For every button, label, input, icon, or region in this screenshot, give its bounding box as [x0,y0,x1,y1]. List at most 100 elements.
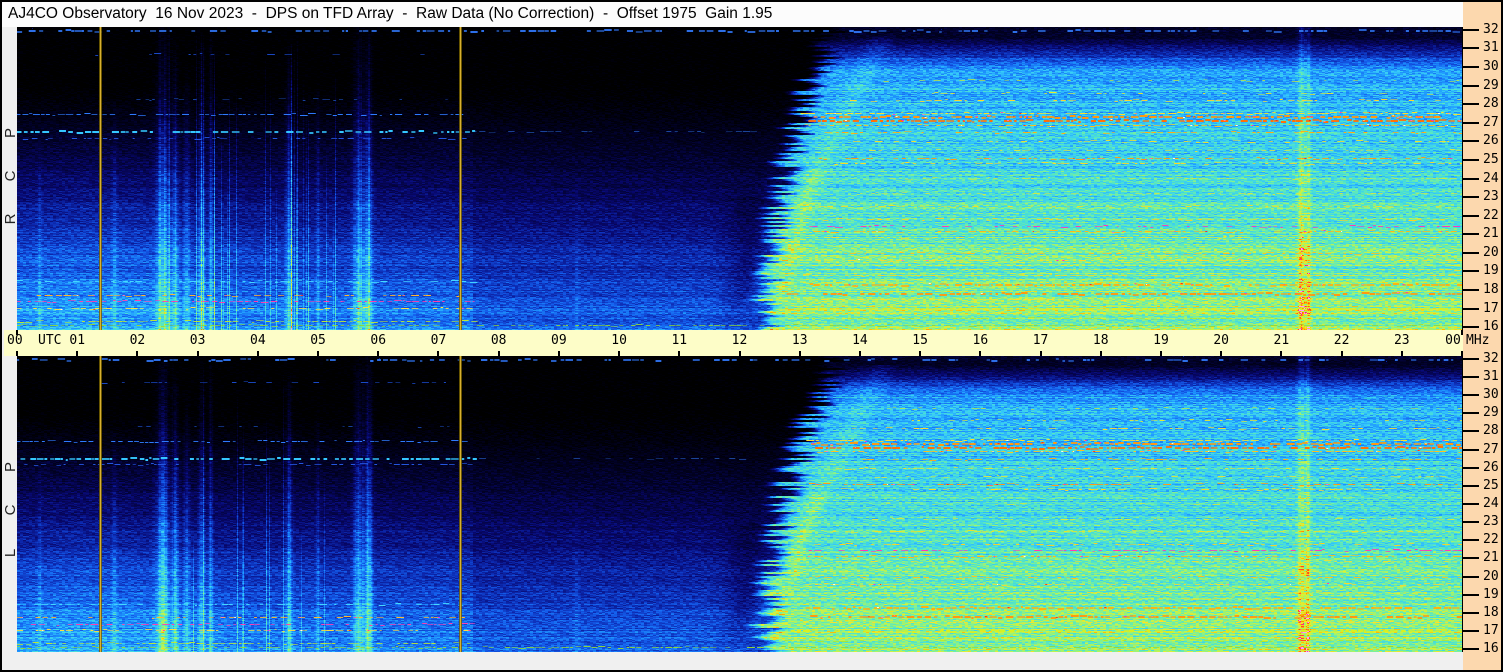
freq-tick [1462,648,1479,651]
hour-label-2: 02 [129,333,146,348]
freq-tick [1462,307,1479,310]
freq-label-rcp-23: 23 [1483,189,1499,205]
freq-tick [1462,430,1479,433]
freq-label-lcp-28: 28 [1483,423,1499,439]
freq-label-rcp-26: 26 [1483,133,1499,149]
freq-tick [1462,177,1479,180]
hour-label-8: 08 [490,333,507,348]
freq-tick [1462,270,1479,273]
freq-tick [1462,233,1479,236]
hour-label-1: 01 [69,333,86,348]
hour-label-7: 07 [430,333,447,348]
freq-tick [1462,575,1479,578]
page-title: AJ4CO Observatory 16 Nov 2023 - DPS on T… [8,5,773,22]
freq-tick [1462,84,1479,87]
freq-label-lcp-26: 26 [1483,459,1499,475]
hour-tick [16,330,18,335]
freq-tick [1462,630,1479,633]
freq-label-lcp-29: 29 [1483,405,1499,421]
freq-tick [1462,521,1479,524]
hour-label-3: 03 [189,333,206,348]
freq-label-rcp-28: 28 [1483,96,1499,112]
hour-tick [437,351,440,356]
freq-tick [1462,394,1479,397]
freq-label-lcp-31: 31 [1483,368,1499,384]
hour-label-19: 19 [1153,333,1169,348]
freq-label-rcp-25: 25 [1483,151,1499,167]
freq-label-lcp-30: 30 [1483,387,1499,403]
hour-label-13: 13 [791,333,808,348]
freq-label-rcp-29: 29 [1483,77,1499,93]
hour-label-15: 15 [912,333,928,348]
freq-tick [1462,557,1479,560]
freq-label-lcp-17: 17 [1483,623,1499,639]
hour-tick [678,351,681,356]
freq-label-lcp-22: 22 [1483,532,1499,548]
hour-tick [317,351,320,356]
hour-label-23: 23 [1393,333,1410,348]
freq-tick [1462,103,1479,106]
hour-label-14: 14 [852,333,868,348]
hour-tick [1099,351,1102,356]
hour-tick [377,351,380,356]
hour-tick [1461,330,1463,335]
mhz-unit-label: MHz [1466,333,1490,348]
time-axis-band: 00 01 02 03 04 05 06 07 08 09 10 11 12 13 14 15 16 17 18 19… [4,330,1463,356]
freq-tick [1462,28,1479,31]
hour-tick [618,351,621,356]
hour-label-24: 00 [1445,333,1461,348]
hour-tick [1280,351,1283,356]
hour-tick [1220,351,1223,356]
freq-tick [1462,121,1479,124]
freq-tick [1462,251,1479,254]
lcp-spectrogram-panel [17,356,1462,652]
title-bar: AJ4CO Observatory 16 Nov 2023 - DPS on T… [2,2,1463,27]
freq-label-lcp-24: 24 [1483,496,1499,511]
freq-tick [1462,326,1479,329]
hour-tick [798,351,801,356]
freq-label-rcp-27: 27 [1483,114,1499,130]
hour-label-5: 05 [310,333,326,348]
rcp-spectrogram-panel [17,27,1462,330]
hour-tick [196,351,199,356]
hour-label-0: 00 [7,333,23,348]
freq-label-lcp-19: 19 [1483,586,1499,602]
freq-label-lcp-18: 18 [1483,604,1499,620]
freq-label-rcp-19: 19 [1483,263,1499,279]
hour-tick [919,351,922,356]
freq-tick [1462,412,1479,415]
freq-label-rcp-24: 24 [1483,170,1499,186]
hour-label-12: 12 [731,333,748,348]
freq-tick [1462,65,1479,68]
hour-label-9: 09 [551,333,567,348]
freq-label-rcp-18: 18 [1483,282,1499,298]
utc-unit-label: UTC [38,333,62,348]
hour-label-18: 18 [1092,333,1109,348]
bottom-margin [2,652,1463,670]
freq-label-rcp-30: 30 [1483,58,1499,74]
hour-tick [738,351,741,356]
freq-label-lcp-23: 23 [1483,514,1499,530]
hour-label-20: 20 [1213,333,1229,348]
freq-label-lcp-27: 27 [1483,441,1499,457]
freq-tick [1462,158,1479,161]
freq-label-lcp-25: 25 [1483,477,1499,493]
freq-tick [1462,357,1479,360]
freq-label-rcp-31: 31 [1483,40,1499,56]
freq-tick [1462,140,1479,143]
hour-label-16: 16 [972,333,989,348]
hour-label-6: 06 [370,333,387,348]
hour-tick [1400,351,1403,356]
freq-tick [1462,593,1479,596]
hour-label-11: 11 [671,333,688,348]
freq-tick [1462,196,1479,199]
freq-label-lcp-32: 32 [1483,350,1499,366]
freq-tick [1462,484,1479,487]
hour-tick [1159,351,1162,356]
hour-tick [1461,351,1463,356]
hour-tick [136,351,139,356]
hour-tick [1340,351,1343,356]
freq-label-rcp-22: 22 [1483,207,1499,223]
freq-label-rcp-16: 16 [1483,319,1499,335]
hour-label-4: 04 [250,333,266,348]
